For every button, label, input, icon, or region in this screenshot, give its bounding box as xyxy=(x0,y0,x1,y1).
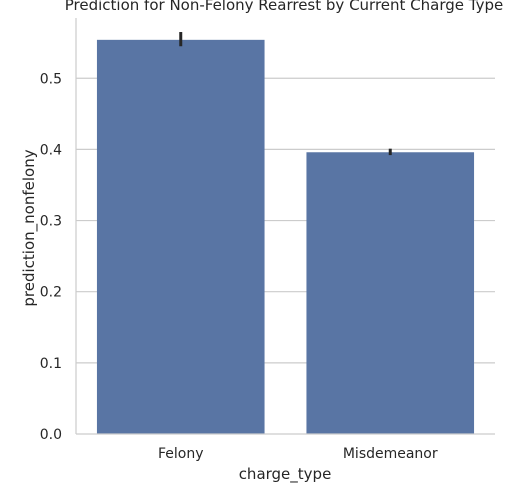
bar-misdemeanor xyxy=(306,152,475,434)
error-bars xyxy=(179,32,392,156)
x-axis-label: charge_type xyxy=(239,465,332,484)
y-tick-labels: 0.0 0.1 0.2 0.3 0.4 0.5 xyxy=(40,71,62,443)
y-tick-label: 0.1 xyxy=(40,356,62,372)
bars xyxy=(96,39,475,435)
bar-felony xyxy=(96,39,265,435)
y-tick-label: 0.0 xyxy=(40,427,62,443)
y-tick-label: 0.4 xyxy=(40,142,62,158)
chart-title: Prediction for Non-Felony Rearrest by Cu… xyxy=(65,0,503,14)
y-tick-label: 0.3 xyxy=(40,214,62,230)
x-tick-label: Felony xyxy=(158,446,204,462)
y-tick-label: 0.2 xyxy=(40,285,62,301)
y-axis-label: prediction_nonfelony xyxy=(20,149,39,306)
x-tick-labels: Felony Misdemeanor xyxy=(158,446,438,462)
x-tick-label: Misdemeanor xyxy=(343,446,438,462)
y-tick-label: 0.5 xyxy=(40,71,62,87)
